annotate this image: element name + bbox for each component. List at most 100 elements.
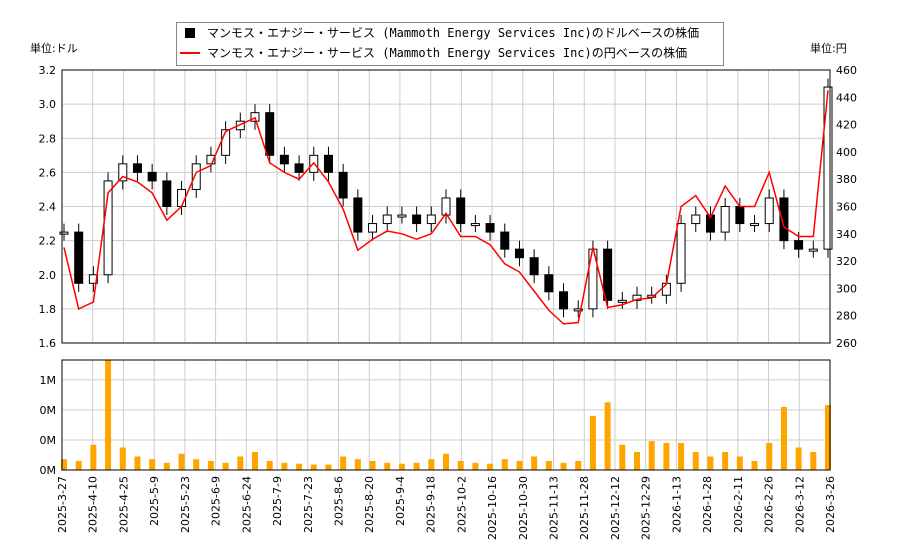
y-right-tick-label: 340 [836, 228, 857, 241]
candle-body [632, 294, 642, 301]
candle-body [823, 86, 833, 250]
y-left-tick-label: 3.0 [39, 98, 57, 111]
volume-bar [780, 406, 787, 470]
candle-body [279, 154, 289, 165]
y-left-tick-label: 2.6 [39, 166, 57, 179]
volume-bar [369, 460, 376, 470]
volume-bar [589, 415, 596, 470]
candle-body [88, 274, 98, 284]
candle-body [514, 248, 524, 259]
candle-body [221, 129, 231, 156]
y-right-tick-label: 280 [836, 310, 857, 323]
candle-body [720, 206, 730, 233]
x-tick-label: 2025-12-12 [609, 476, 622, 540]
volume-bar [516, 460, 523, 470]
volume-bar [443, 453, 449, 470]
candle-body [382, 214, 392, 225]
volume-bar [501, 459, 508, 470]
x-tick-label: 2025-7-23 [302, 476, 315, 533]
volume-bar [457, 460, 464, 470]
y-left-tick-label: 2.4 [39, 201, 57, 214]
x-tick-label: 2025-8-20 [363, 476, 376, 533]
volume-bar [472, 462, 479, 470]
volume-bar [237, 456, 244, 470]
candle-body [294, 163, 304, 173]
volume-tick-label: 0M [40, 434, 57, 447]
volume-bar [736, 456, 743, 470]
x-tick-label: 2025-4-25 [117, 476, 130, 533]
volume-bar [795, 447, 802, 470]
x-tick-label: 2025-7-9 [271, 476, 284, 526]
volume-bar [545, 460, 552, 470]
volume-bar [707, 456, 714, 470]
candle-body [573, 308, 583, 312]
candle-body [397, 214, 407, 218]
candle-body [323, 154, 333, 173]
volume-bar [134, 456, 141, 470]
black-square-icon [185, 28, 195, 38]
volume-bar [766, 442, 773, 470]
volume-bar [325, 464, 332, 470]
volume-bar [531, 456, 538, 470]
volume-bar [163, 462, 170, 470]
volume-bar [604, 402, 611, 470]
volume-bar [119, 447, 126, 470]
candle-body [118, 163, 128, 182]
legend-label-jpy: マンモス・エナジー・サービス (Mammoth Energy Services … [207, 46, 688, 60]
candle-body [353, 197, 363, 233]
volume-bar [266, 460, 273, 470]
x-tick-label: 2026-2-26 [763, 476, 776, 533]
volume-bar [75, 460, 82, 470]
x-tick-label: 2025-11-28 [578, 476, 591, 540]
volume-bar [252, 451, 258, 470]
volume-bar [810, 451, 817, 470]
x-tick-label: 2026-2-11 [732, 476, 745, 533]
volume-bar [281, 462, 288, 470]
candle-body [412, 214, 422, 225]
candle-body [794, 240, 804, 250]
candle-body [74, 231, 84, 284]
candle-body [485, 223, 495, 233]
y-right-tick-label: 260 [836, 337, 857, 350]
volume-bar [149, 459, 156, 470]
volume-bar [751, 460, 758, 470]
candle-body [235, 120, 245, 131]
legend: マンモス・エナジー・サービス (Mammoth Energy Services … [176, 22, 724, 66]
y-left-tick-label: 1.6 [39, 337, 57, 350]
candle-body [617, 299, 627, 303]
x-tick-label: 2025-9-18 [425, 476, 438, 533]
volume-bar [90, 444, 97, 470]
volume-bar [354, 459, 361, 470]
volume-bar [825, 405, 831, 470]
volume-bar [722, 451, 729, 470]
volume-tick-label: 1M [40, 374, 57, 387]
candle-body [368, 223, 378, 233]
volume-bar [105, 360, 112, 470]
volume-bar [384, 462, 391, 470]
candle-body [426, 214, 436, 225]
candle-body [470, 223, 480, 227]
x-tick-label: 2026-1-28 [701, 476, 714, 533]
x-tick-label: 2025-10-16 [486, 476, 499, 540]
volume-bar [663, 442, 670, 470]
volume-bar [222, 462, 229, 470]
y-left-tick-label: 3.2 [39, 64, 57, 77]
x-tick-label: 2025-10-30 [517, 476, 530, 540]
candle-body [250, 112, 260, 122]
volume-bar [413, 462, 420, 470]
volume-bar [634, 451, 640, 470]
x-tick-label: 2025-12-29 [640, 476, 653, 540]
candle-body [529, 257, 539, 276]
x-tick-label: 2025-5-23 [179, 476, 192, 533]
y-right-tick-label: 440 [836, 91, 857, 104]
y-right-tick-label: 360 [836, 201, 857, 214]
candle-body [750, 223, 760, 227]
candle-body [500, 231, 510, 250]
y-right-tick-label: 400 [836, 146, 857, 159]
volume-tick-label: 0M [40, 404, 57, 417]
y-left-tick-label: 2.0 [39, 269, 57, 282]
candle-body [705, 214, 715, 233]
x-tick-label: 2025-9-4 [394, 476, 407, 526]
x-tick-label: 2026-3-26 [824, 476, 837, 533]
candle-body [265, 112, 275, 156]
